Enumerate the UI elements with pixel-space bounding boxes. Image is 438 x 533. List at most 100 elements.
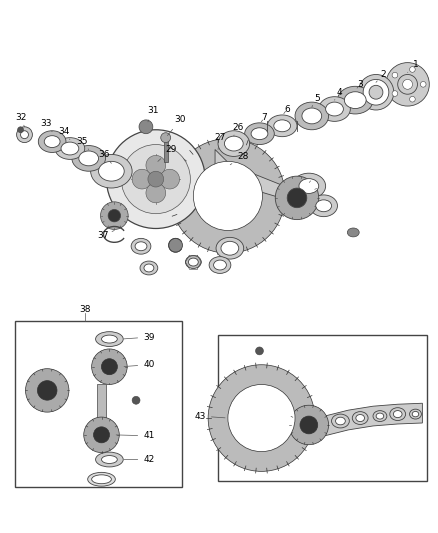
Text: 34: 34 bbox=[58, 127, 70, 140]
Circle shape bbox=[369, 85, 383, 99]
Bar bbox=[164, 137, 168, 162]
Polygon shape bbox=[215, 149, 294, 203]
Circle shape bbox=[392, 91, 398, 96]
Circle shape bbox=[92, 349, 127, 384]
Text: 40: 40 bbox=[124, 360, 155, 369]
Text: 42: 42 bbox=[124, 455, 155, 464]
Ellipse shape bbox=[102, 456, 117, 464]
Bar bbox=[218, 335, 427, 481]
Ellipse shape bbox=[216, 237, 244, 259]
Ellipse shape bbox=[79, 151, 99, 166]
Circle shape bbox=[398, 75, 417, 94]
Ellipse shape bbox=[336, 417, 345, 425]
Circle shape bbox=[146, 156, 166, 175]
Text: 29: 29 bbox=[158, 145, 177, 161]
Ellipse shape bbox=[310, 195, 337, 216]
Ellipse shape bbox=[352, 411, 368, 424]
Ellipse shape bbox=[316, 200, 332, 212]
Ellipse shape bbox=[376, 413, 384, 419]
Text: 7: 7 bbox=[261, 114, 267, 123]
Ellipse shape bbox=[99, 161, 124, 181]
Text: 41: 41 bbox=[116, 431, 155, 440]
Circle shape bbox=[228, 384, 295, 451]
Circle shape bbox=[21, 131, 28, 139]
Ellipse shape bbox=[92, 475, 111, 484]
Circle shape bbox=[132, 169, 152, 189]
Circle shape bbox=[255, 347, 263, 355]
Ellipse shape bbox=[135, 242, 147, 251]
Ellipse shape bbox=[209, 256, 231, 273]
Circle shape bbox=[18, 127, 24, 133]
Circle shape bbox=[160, 169, 180, 189]
Circle shape bbox=[358, 75, 394, 110]
Polygon shape bbox=[325, 403, 422, 436]
Text: 32: 32 bbox=[15, 114, 26, 127]
Ellipse shape bbox=[393, 410, 402, 418]
Circle shape bbox=[403, 79, 413, 89]
Circle shape bbox=[208, 365, 315, 471]
Circle shape bbox=[363, 79, 389, 105]
Circle shape bbox=[420, 82, 426, 87]
Ellipse shape bbox=[347, 228, 359, 237]
Ellipse shape bbox=[299, 179, 319, 193]
Circle shape bbox=[392, 72, 398, 78]
Circle shape bbox=[146, 183, 166, 203]
Ellipse shape bbox=[72, 146, 106, 171]
Ellipse shape bbox=[337, 86, 373, 114]
Circle shape bbox=[289, 405, 328, 445]
Ellipse shape bbox=[344, 92, 366, 109]
Ellipse shape bbox=[144, 264, 154, 272]
Circle shape bbox=[17, 127, 32, 143]
Text: 38: 38 bbox=[79, 305, 91, 314]
Circle shape bbox=[93, 427, 110, 443]
Ellipse shape bbox=[44, 136, 60, 148]
Text: 28: 28 bbox=[230, 152, 248, 165]
Circle shape bbox=[121, 144, 191, 214]
Circle shape bbox=[386, 62, 429, 106]
Circle shape bbox=[139, 120, 153, 134]
Circle shape bbox=[101, 202, 128, 230]
Ellipse shape bbox=[95, 332, 123, 346]
Bar bbox=[14, 321, 183, 487]
Ellipse shape bbox=[91, 155, 132, 188]
Circle shape bbox=[300, 416, 318, 434]
Text: 39: 39 bbox=[124, 333, 155, 342]
Circle shape bbox=[106, 130, 205, 229]
Ellipse shape bbox=[390, 408, 406, 421]
Ellipse shape bbox=[325, 102, 343, 116]
Ellipse shape bbox=[131, 238, 151, 254]
Circle shape bbox=[84, 417, 119, 453]
Ellipse shape bbox=[412, 411, 419, 417]
Text: 4: 4 bbox=[335, 88, 342, 100]
Circle shape bbox=[37, 381, 57, 400]
Text: 26: 26 bbox=[232, 123, 244, 136]
Text: 33: 33 bbox=[40, 119, 52, 132]
Ellipse shape bbox=[102, 335, 117, 343]
Circle shape bbox=[410, 67, 415, 72]
Bar bbox=[96, 384, 106, 429]
Circle shape bbox=[132, 397, 140, 404]
Ellipse shape bbox=[95, 452, 123, 467]
Ellipse shape bbox=[218, 131, 250, 156]
Ellipse shape bbox=[302, 108, 321, 124]
Circle shape bbox=[108, 209, 120, 222]
Ellipse shape bbox=[319, 96, 350, 122]
Text: 35: 35 bbox=[76, 137, 88, 149]
Ellipse shape bbox=[274, 120, 290, 132]
Ellipse shape bbox=[61, 142, 79, 155]
Ellipse shape bbox=[38, 131, 66, 152]
Circle shape bbox=[287, 188, 307, 208]
Circle shape bbox=[410, 96, 415, 102]
Ellipse shape bbox=[221, 241, 239, 255]
Ellipse shape bbox=[245, 123, 274, 144]
Text: 1: 1 bbox=[408, 60, 418, 72]
Ellipse shape bbox=[295, 102, 328, 130]
Text: 30: 30 bbox=[167, 115, 186, 135]
Circle shape bbox=[169, 238, 183, 252]
Text: 31: 31 bbox=[147, 106, 159, 122]
Text: 27: 27 bbox=[214, 133, 226, 149]
Ellipse shape bbox=[188, 258, 198, 266]
Ellipse shape bbox=[251, 128, 268, 140]
Circle shape bbox=[102, 359, 117, 375]
Circle shape bbox=[25, 369, 69, 412]
